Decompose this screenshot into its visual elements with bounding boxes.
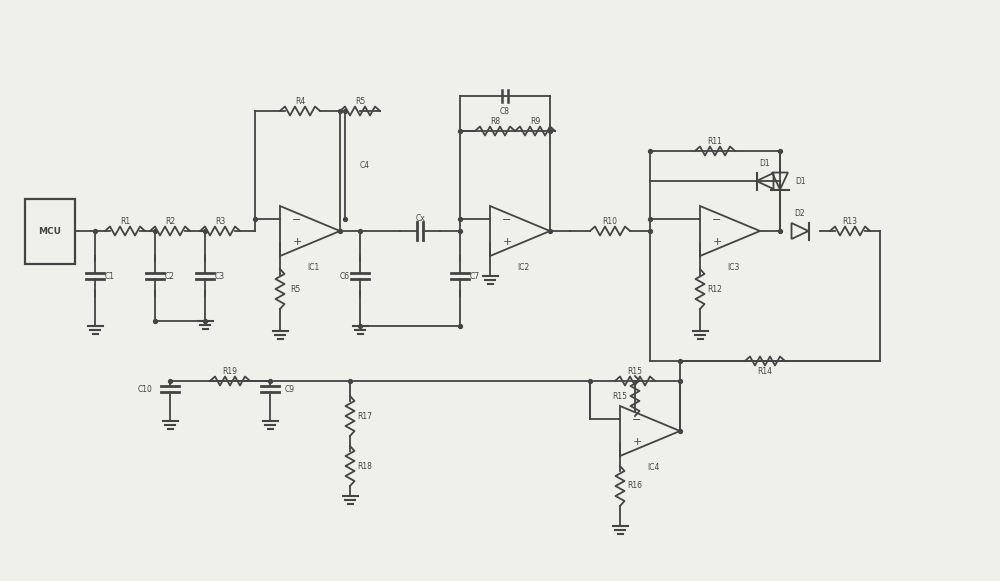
Text: IC4: IC4	[647, 463, 659, 472]
Text: −: −	[502, 215, 512, 225]
Text: R15: R15	[628, 367, 642, 375]
Text: R3: R3	[215, 217, 225, 225]
Text: C7: C7	[470, 271, 480, 281]
Text: R18: R18	[358, 461, 372, 471]
Text: −: −	[292, 215, 302, 225]
Text: R9: R9	[530, 117, 540, 125]
Text: R2: R2	[165, 217, 175, 225]
Text: −: −	[712, 215, 722, 225]
Text: R4: R4	[295, 96, 305, 106]
Text: C4: C4	[360, 160, 370, 170]
Text: C9: C9	[285, 385, 295, 393]
Text: C1: C1	[105, 271, 115, 281]
Bar	[25, 199, 75, 264]
Text: +: +	[292, 237, 302, 247]
Text: R13: R13	[842, 217, 858, 225]
Text: C3: C3	[215, 271, 225, 281]
Text: C8: C8	[500, 106, 510, 116]
Text: R11: R11	[708, 137, 722, 145]
Text: R15: R15	[612, 392, 628, 400]
Text: IC1: IC1	[307, 263, 319, 272]
Text: +: +	[632, 437, 642, 447]
Text: R5: R5	[355, 96, 365, 106]
Text: D2: D2	[795, 209, 805, 218]
Text: C10: C10	[137, 385, 152, 393]
Text: IC2: IC2	[517, 263, 529, 272]
Text: IC3: IC3	[727, 263, 739, 272]
Text: +: +	[712, 237, 722, 247]
Text: R17: R17	[358, 411, 372, 421]
Text: C6: C6	[340, 271, 350, 281]
Text: R5: R5	[290, 285, 300, 293]
Text: Cx: Cx	[415, 213, 425, 223]
Text: R1: R1	[120, 217, 130, 225]
Text: D1: D1	[760, 159, 770, 168]
Text: R14: R14	[758, 367, 772, 375]
Text: +: +	[502, 237, 512, 247]
Text: R10: R10	[602, 217, 618, 225]
Text: R16: R16	[628, 482, 642, 490]
Text: R8: R8	[490, 117, 500, 125]
Text: R19: R19	[222, 367, 238, 375]
Text: R12: R12	[708, 285, 722, 293]
Text: D1: D1	[795, 177, 806, 185]
Text: C2: C2	[165, 271, 175, 281]
Text: −: −	[632, 415, 642, 425]
Text: MCU: MCU	[38, 227, 62, 235]
